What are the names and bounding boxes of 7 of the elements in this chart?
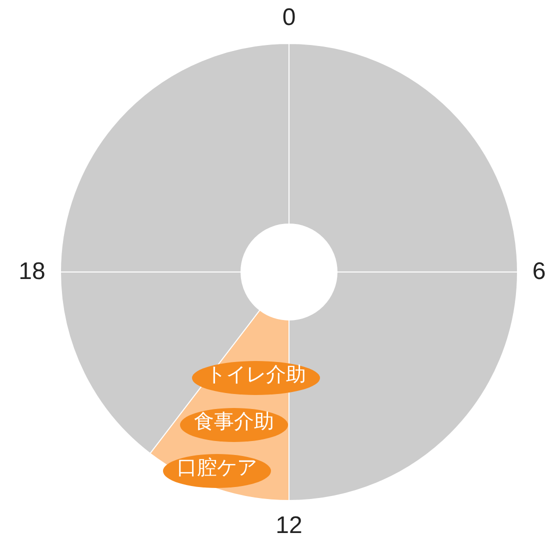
text: 12 bbox=[276, 512, 302, 539]
text: 口腔ケア bbox=[163, 454, 271, 488]
text: 食事介助 bbox=[180, 408, 288, 442]
text: トイレ介助 bbox=[192, 361, 320, 395]
text: 18 bbox=[18, 258, 46, 286]
text: 0 bbox=[282, 4, 296, 32]
text: 6 bbox=[532, 258, 545, 286]
